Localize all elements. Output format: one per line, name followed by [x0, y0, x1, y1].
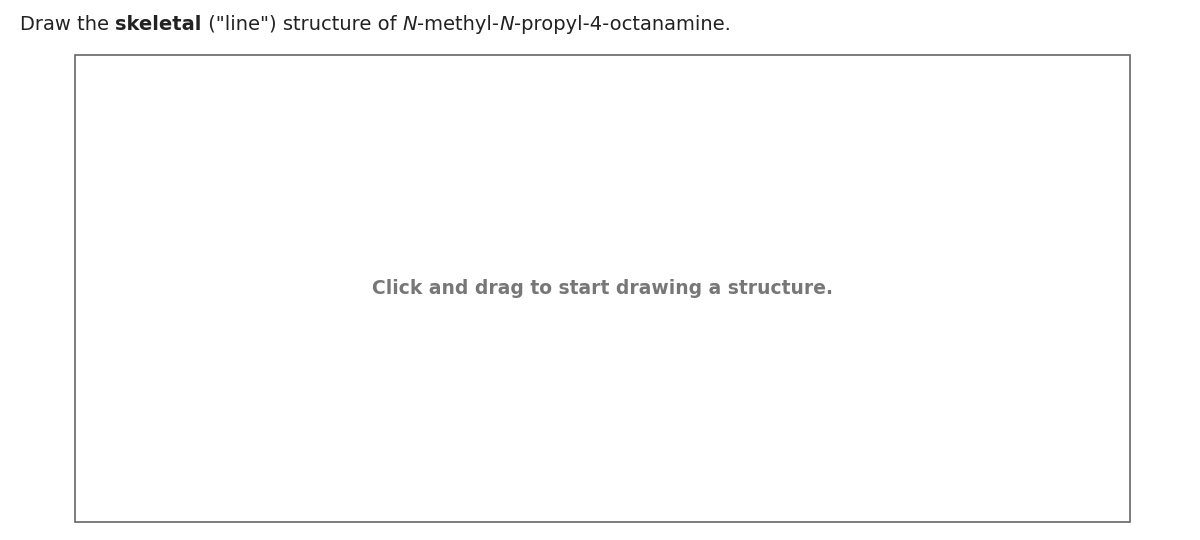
- Text: skeletal: skeletal: [115, 15, 202, 34]
- Text: N: N: [402, 15, 418, 34]
- Text: ("line") structure of: ("line") structure of: [202, 15, 402, 34]
- Bar: [74, 55, 1130, 522]
- Text: Click and drag to start drawing a structure.: Click and drag to start drawing a struct…: [372, 279, 833, 298]
- Text: -methyl-: -methyl-: [418, 15, 499, 34]
- Text: Draw the: Draw the: [20, 15, 115, 34]
- Text: -propyl-4-octanamine.: -propyl-4-octanamine.: [514, 15, 731, 34]
- Text: N: N: [499, 15, 514, 34]
